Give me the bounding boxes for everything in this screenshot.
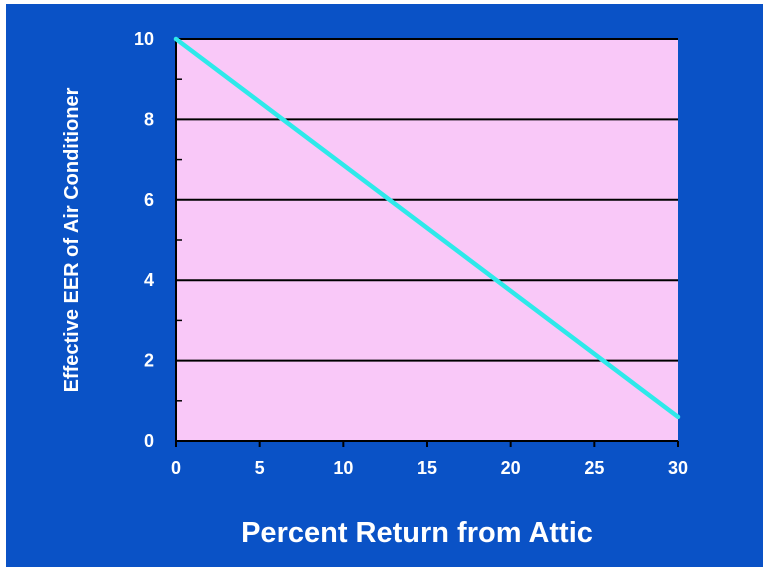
y-tick-label-2: 2 bbox=[144, 351, 154, 371]
line-chart: 0 5 10 15 20 25 30 0 2 4 6 8 10 Percent Return from… bbox=[6, 4, 763, 567]
x-tick-label-0: 0 bbox=[171, 458, 181, 478]
x-axis-title: Percent Return from Attic bbox=[241, 517, 593, 549]
y-tick-labels: 0 2 4 6 8 10 bbox=[134, 29, 154, 451]
plot-area bbox=[176, 39, 678, 441]
y-tick-label-8: 8 bbox=[144, 109, 154, 129]
x-tick-label-5: 5 bbox=[255, 458, 265, 478]
x-tick-label-10: 10 bbox=[333, 458, 353, 478]
y-tick-label-10: 10 bbox=[134, 29, 154, 49]
series-line-0 bbox=[173, 36, 681, 420]
slide-background: 0 5 10 15 20 25 30 0 2 4 6 8 10 Percent Return from… bbox=[6, 4, 763, 567]
x-tick-label-20: 20 bbox=[501, 458, 521, 478]
y-axis-title: Effective EER of Air Conditioner bbox=[61, 87, 83, 392]
x-tick-label-30: 30 bbox=[668, 458, 688, 478]
y-tick-label-0: 0 bbox=[144, 431, 154, 451]
x-tick-labels: 0 5 10 15 20 25 30 bbox=[171, 441, 688, 478]
y-tick-label-4: 4 bbox=[144, 270, 154, 290]
x-tick-label-25: 25 bbox=[584, 458, 604, 478]
series-layer bbox=[173, 36, 681, 420]
y-tick-label-6: 6 bbox=[144, 190, 154, 210]
x-tick-label-15: 15 bbox=[417, 458, 437, 478]
gridlines bbox=[176, 38, 678, 362]
